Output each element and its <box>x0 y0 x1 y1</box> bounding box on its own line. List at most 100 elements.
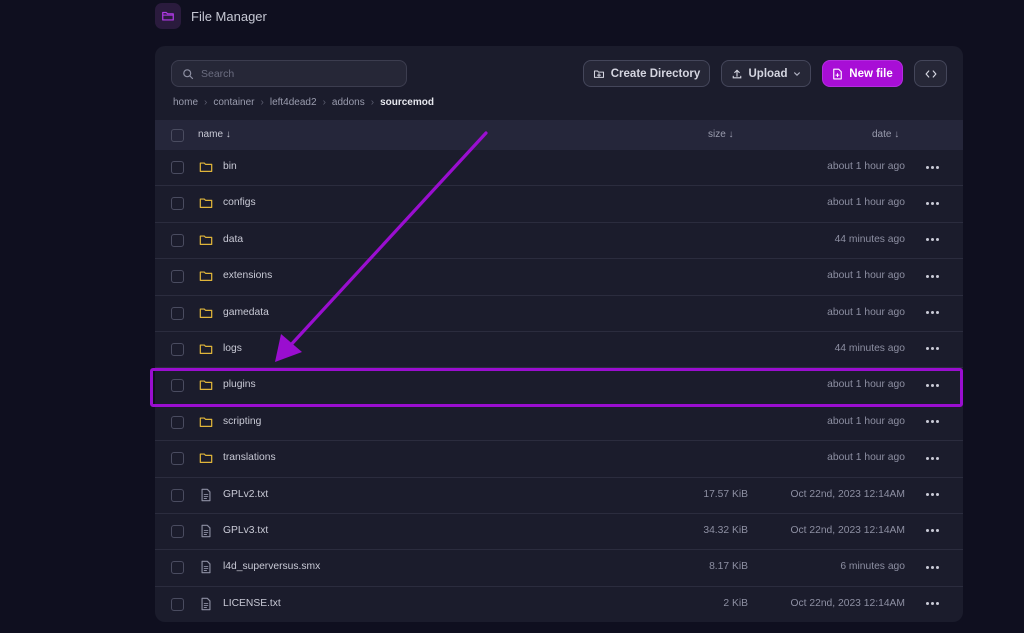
new-file-button[interactable]: New file <box>822 60 903 87</box>
search-input[interactable] <box>201 67 391 80</box>
file-name[interactable]: GPLv3.txt <box>223 524 269 536</box>
table-row[interactable]: extensions about 1 hour ago <box>155 259 963 296</box>
file-date: about 1 hour ago <box>827 306 905 318</box>
folder-icon <box>199 342 213 356</box>
file-date: about 1 hour ago <box>827 452 905 464</box>
more-options-icon[interactable] <box>923 449 941 467</box>
file-date: about 1 hour ago <box>827 161 905 172</box>
more-options-icon[interactable] <box>923 304 941 322</box>
file-name[interactable]: plugins <box>223 379 256 391</box>
more-options-icon[interactable] <box>923 486 941 504</box>
row-checkbox[interactable] <box>171 342 184 356</box>
file-text-icon <box>199 560 213 574</box>
more-options-icon[interactable] <box>923 231 941 249</box>
breadcrumb-container[interactable]: container <box>213 96 255 108</box>
new-file-label: New file <box>849 67 893 80</box>
file-name[interactable]: translations <box>223 452 276 464</box>
table-row[interactable]: configs about 1 hour ago <box>155 186 963 223</box>
file-date: 44 minutes ago <box>834 342 905 354</box>
file-name[interactable]: extensions <box>223 270 273 282</box>
file-size: 34.32 KiB <box>703 524 748 536</box>
file-size: 8.17 KiB <box>709 561 748 573</box>
create-directory-label: Create Directory <box>610 67 701 80</box>
row-checkbox[interactable] <box>171 488 184 502</box>
more-options-icon[interactable] <box>923 194 941 212</box>
breadcrumb: home › container › left4dead2 › addons ›… <box>173 95 434 109</box>
file-date: Oct 22nd, 2023 12:14AM <box>790 488 906 500</box>
more-options-icon[interactable] <box>923 595 941 613</box>
more-options-icon[interactable] <box>923 413 941 431</box>
row-checkbox[interactable] <box>171 561 184 575</box>
row-checkbox[interactable] <box>171 233 184 247</box>
row-checkbox[interactable] <box>171 597 184 611</box>
more-options-icon[interactable] <box>923 376 941 394</box>
row-checkbox[interactable] <box>171 197 184 211</box>
file-date: about 1 hour ago <box>827 379 905 391</box>
file-size: 2 KiB <box>723 597 748 609</box>
more-options-icon[interactable] <box>923 522 941 540</box>
breadcrumb-current: sourcemod <box>380 96 434 108</box>
table-row[interactable]: data 44 minutes ago <box>155 223 963 260</box>
chevron-right-icon: › <box>204 96 208 108</box>
chevron-right-icon: › <box>370 96 375 108</box>
breadcrumb-left4dead2[interactable]: left4dead2 <box>269 96 317 108</box>
search-icon <box>183 68 194 79</box>
row-checkbox[interactable] <box>171 306 184 320</box>
table-row[interactable]: bin about 1 hour ago <box>155 150 963 187</box>
table-row[interactable]: translations about 1 hour ago <box>155 441 963 478</box>
table-row[interactable]: l4d_superversus.smx 8.17 KiB 6 minutes a… <box>155 550 963 587</box>
file-name[interactable]: GPLv2.txt <box>223 488 269 500</box>
table-row[interactable]: GPLv3.txt 34.32 KiB Oct 22nd, 2023 12:14… <box>155 514 963 551</box>
column-size-header[interactable]: size ↓ <box>708 129 734 140</box>
folder-icon <box>199 451 213 465</box>
table-row[interactable]: scripting about 1 hour ago <box>155 405 963 442</box>
search-field[interactable] <box>171 60 407 87</box>
folder-icon <box>199 306 213 320</box>
file-date: Oct 22nd, 2023 12:14AM <box>790 597 906 609</box>
row-checkbox[interactable] <box>171 270 184 284</box>
table-header: name ↓ size ↓ date ↓ <box>155 120 963 150</box>
row-checkbox[interactable] <box>171 452 184 466</box>
file-name[interactable]: configs <box>223 197 256 209</box>
row-checkbox[interactable] <box>171 415 184 429</box>
table-row[interactable]: GPLv2.txt 17.57 KiB Oct 22nd, 2023 12:14… <box>155 478 963 514</box>
more-options-icon[interactable] <box>923 158 941 176</box>
file-date: about 1 hour ago <box>827 270 905 282</box>
file-name[interactable]: data <box>223 233 244 245</box>
file-name[interactable]: bin <box>223 161 237 172</box>
table-row[interactable]: logs 44 minutes ago <box>155 332 963 369</box>
file-date: about 1 hour ago <box>827 197 905 209</box>
file-text-icon <box>199 488 213 502</box>
file-manager-panel: Create Directory Upload New file home › … <box>155 46 963 622</box>
table-row-plugins[interactable]: plugins about 1 hour ago <box>155 368 963 405</box>
select-all-checkbox[interactable] <box>171 129 184 142</box>
file-date: 44 minutes ago <box>834 233 905 245</box>
column-name-header[interactable]: name ↓ <box>198 129 231 140</box>
code-view-button[interactable] <box>914 60 947 87</box>
chevron-right-icon: › <box>322 96 326 108</box>
file-name[interactable]: gamedata <box>223 306 269 318</box>
upload-button[interactable]: Upload <box>721 60 811 87</box>
file-name[interactable]: l4d_superversus.smx <box>223 561 321 573</box>
file-name[interactable]: scripting <box>223 415 262 427</box>
more-options-icon[interactable] <box>923 558 941 576</box>
file-name[interactable]: LICENSE.txt <box>223 597 281 609</box>
page-title: File Manager <box>191 8 267 24</box>
row-checkbox[interactable] <box>171 524 184 538</box>
file-list: bin about 1 hour ago configs about 1 hou… <box>155 150 963 622</box>
folder-icon <box>199 415 213 429</box>
file-name[interactable]: logs <box>223 342 242 354</box>
column-date-header[interactable]: date ↓ <box>872 129 900 140</box>
more-options-icon[interactable] <box>923 267 941 285</box>
row-checkbox[interactable] <box>171 161 184 174</box>
table-row[interactable]: gamedata about 1 hour ago <box>155 296 963 332</box>
file-text-icon <box>199 524 213 538</box>
row-checkbox[interactable] <box>171 379 184 393</box>
create-directory-button[interactable]: Create Directory <box>583 60 710 87</box>
folder-icon <box>199 196 213 210</box>
breadcrumb-home[interactable]: home <box>173 96 199 108</box>
more-options-icon[interactable] <box>923 340 941 358</box>
folder-icon <box>199 378 213 392</box>
table-row[interactable]: LICENSE.txt 2 KiB Oct 22nd, 2023 12:14AM <box>155 587 963 622</box>
breadcrumb-addons[interactable]: addons <box>331 96 365 108</box>
